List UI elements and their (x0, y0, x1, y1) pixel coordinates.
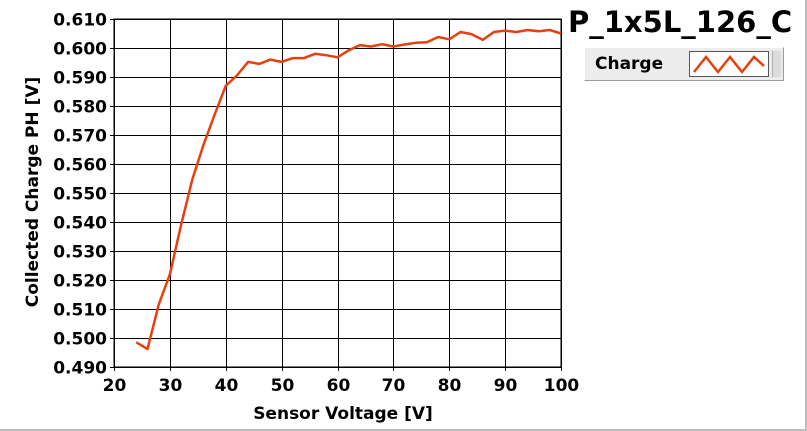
y-axis-label: Collected Charge PH [V] (23, 77, 43, 308)
x-tick-label: 100 (544, 376, 580, 396)
x-tick-label: 90 (494, 376, 518, 396)
x-tick-label: 50 (271, 376, 295, 396)
x-tick-label: 70 (382, 376, 406, 396)
y-tick-label: 0.580 (53, 98, 107, 118)
y-tick-label: 0.590 (53, 69, 107, 89)
x-tick-label: 30 (159, 376, 183, 396)
y-tick-label: 0.550 (53, 185, 107, 205)
y-tick-labels: 0.490 0.500 0.510 0.520 0.530 0.540 0.550 0.560… (53, 11, 107, 379)
y-tick-label: 0.520 (53, 272, 107, 292)
y-tick-label: 0.610 (53, 11, 107, 31)
legend-scrollbar[interactable] (772, 51, 781, 77)
y-tick-label: 0.490 (53, 359, 107, 379)
y-tick-label: 0.540 (53, 214, 107, 234)
x-tick-label: 80 (438, 376, 462, 396)
x-axis-label: Sensor Voltage [V] (253, 404, 433, 424)
y-tick-label: 0.510 (53, 301, 107, 321)
y-tick-label: 0.570 (53, 127, 107, 147)
y-tick-label: 0.500 (53, 330, 107, 350)
chart-title: P_1x5L_126_C (568, 5, 793, 39)
legend-line-icon (693, 54, 765, 75)
x-tick-label: 20 (103, 376, 127, 396)
series-line-charge (135, 28, 562, 351)
legend[interactable]: Charge (584, 47, 784, 81)
legend-swatch-charge[interactable] (689, 51, 769, 77)
y-tick-label: 0.560 (53, 156, 107, 176)
series-layer (135, 28, 562, 351)
legend-label-charge: Charge (595, 54, 664, 74)
y-tick-label: 0.600 (53, 40, 107, 60)
grid-lines (110, 19, 562, 371)
x-tick-label: 40 (215, 376, 239, 396)
x-tick-labels: 20 30 40 50 60 70 80 90 100 (103, 376, 580, 396)
y-tick-label: 0.530 (53, 243, 107, 263)
x-tick-label: 60 (327, 376, 351, 396)
